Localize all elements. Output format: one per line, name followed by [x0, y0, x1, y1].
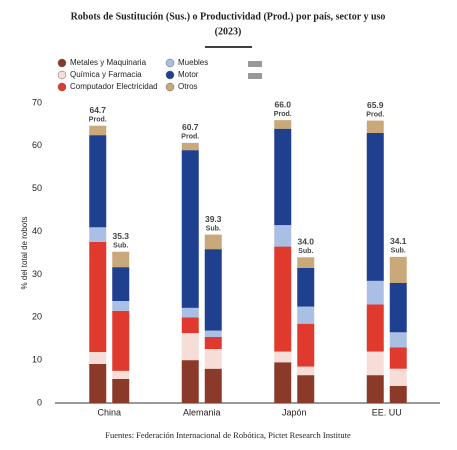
legend-swatch	[57, 82, 67, 92]
stack-name: Sub.	[113, 243, 128, 250]
legend-label: Otros	[178, 82, 198, 91]
total-label: 64.7	[89, 105, 106, 115]
bar-segment	[366, 351, 384, 376]
bar-segment	[389, 283, 407, 333]
bar-segment	[297, 323, 315, 367]
x-tick-label: EE. UU	[372, 407, 402, 417]
legend-swatch	[165, 82, 175, 92]
bar-segment	[204, 249, 222, 331]
bar-segment	[181, 333, 199, 361]
y-tick-label: 50	[32, 183, 42, 193]
bar-segment	[204, 337, 222, 349]
bar-segment	[366, 120, 384, 133]
bar-segment	[274, 246, 292, 352]
bar-segment	[274, 120, 292, 129]
bar-segment	[297, 375, 315, 403]
bar-segment	[274, 128, 292, 226]
bar-segment	[112, 310, 130, 371]
y-tick-label: 60	[32, 140, 42, 150]
bar-segment	[89, 364, 107, 403]
stack-name: Sub.	[391, 248, 406, 255]
bar-segment	[274, 362, 292, 403]
bar-segment	[297, 306, 315, 324]
bar-segment	[181, 142, 199, 151]
bar-segment	[112, 301, 130, 311]
bar-segment	[297, 366, 315, 376]
bar-segment	[204, 368, 222, 403]
total-label: 60.7	[182, 122, 199, 132]
total-label: 34.0	[297, 237, 314, 247]
y-tick-label: 20	[32, 312, 42, 322]
legend-swatch	[248, 61, 262, 67]
legend-swatch	[165, 70, 175, 80]
bar-segment	[389, 332, 407, 348]
bar-segment	[274, 225, 292, 247]
bar-segment	[297, 268, 315, 307]
chart-title: Robots de Sustitución (Sus.) o Productiv…	[71, 11, 386, 22]
bar-segment	[112, 267, 130, 301]
stack-name: Sub.	[206, 225, 221, 232]
stack-name: Prod.	[366, 111, 384, 118]
bar-segment	[181, 307, 199, 318]
bar-segment	[366, 304, 384, 352]
legend-label: Computador Electricidad	[70, 82, 158, 91]
total-label: 34.1	[390, 236, 407, 246]
bar-segment	[112, 251, 130, 268]
y-tick-label: 70	[32, 97, 42, 107]
bar-segment	[204, 349, 222, 369]
total-label: 39.3	[205, 214, 222, 224]
bar-segment	[366, 375, 384, 403]
bar-segment	[89, 227, 107, 242]
bar-segment	[89, 125, 107, 136]
bar-segment	[112, 379, 130, 403]
legend-swatch	[57, 58, 67, 68]
chart-subtitle: (2023)	[215, 26, 242, 37]
bar-segment	[89, 241, 107, 352]
legend-label: Motor	[178, 70, 199, 79]
stack-name: Prod.	[89, 117, 107, 124]
bar-segment	[112, 370, 130, 379]
stack-name: Prod.	[181, 134, 199, 141]
x-tick-label: Alemania	[183, 407, 221, 417]
bar-segment	[204, 234, 222, 250]
legend-label: Química y Farmacia	[70, 70, 142, 79]
bar-segment	[389, 385, 407, 403]
total-label: 65.9	[367, 100, 384, 110]
bar-segment	[389, 256, 407, 283]
bar-segment	[89, 352, 107, 364]
legend-label: Muebles	[178, 58, 208, 67]
total-label: 35.3	[112, 231, 129, 241]
bar-segment	[181, 360, 199, 403]
x-tick-label: Japón	[282, 407, 307, 417]
y-axis-label: % del total de robots	[20, 217, 29, 290]
bar-segment	[366, 133, 384, 281]
bar-segment	[366, 280, 384, 305]
y-tick-label: 30	[32, 269, 42, 279]
stack-name: Sub.	[298, 248, 313, 255]
bar-segment	[181, 150, 199, 308]
bar-segment	[181, 317, 199, 334]
bar-segment	[204, 330, 222, 337]
y-tick-label: 10	[32, 355, 42, 365]
total-label: 66.0	[274, 99, 291, 109]
y-tick-label: 0	[37, 397, 42, 407]
y-tick-label: 40	[32, 226, 42, 236]
bar-segment	[297, 257, 315, 268]
source: Fuentes: Federación Internacional de Rob…	[105, 430, 351, 440]
legend-label: Metales y Maquinaria	[70, 58, 147, 67]
bar-segment	[389, 368, 407, 386]
stack-name: Prod.	[274, 111, 292, 118]
legend-swatch	[165, 58, 175, 68]
x-tick-label: China	[97, 407, 121, 417]
legend-swatch	[57, 70, 67, 80]
bar-segment	[389, 347, 407, 369]
legend-swatch	[248, 73, 262, 79]
bar-segment	[274, 351, 292, 363]
bar-segment	[89, 135, 107, 228]
